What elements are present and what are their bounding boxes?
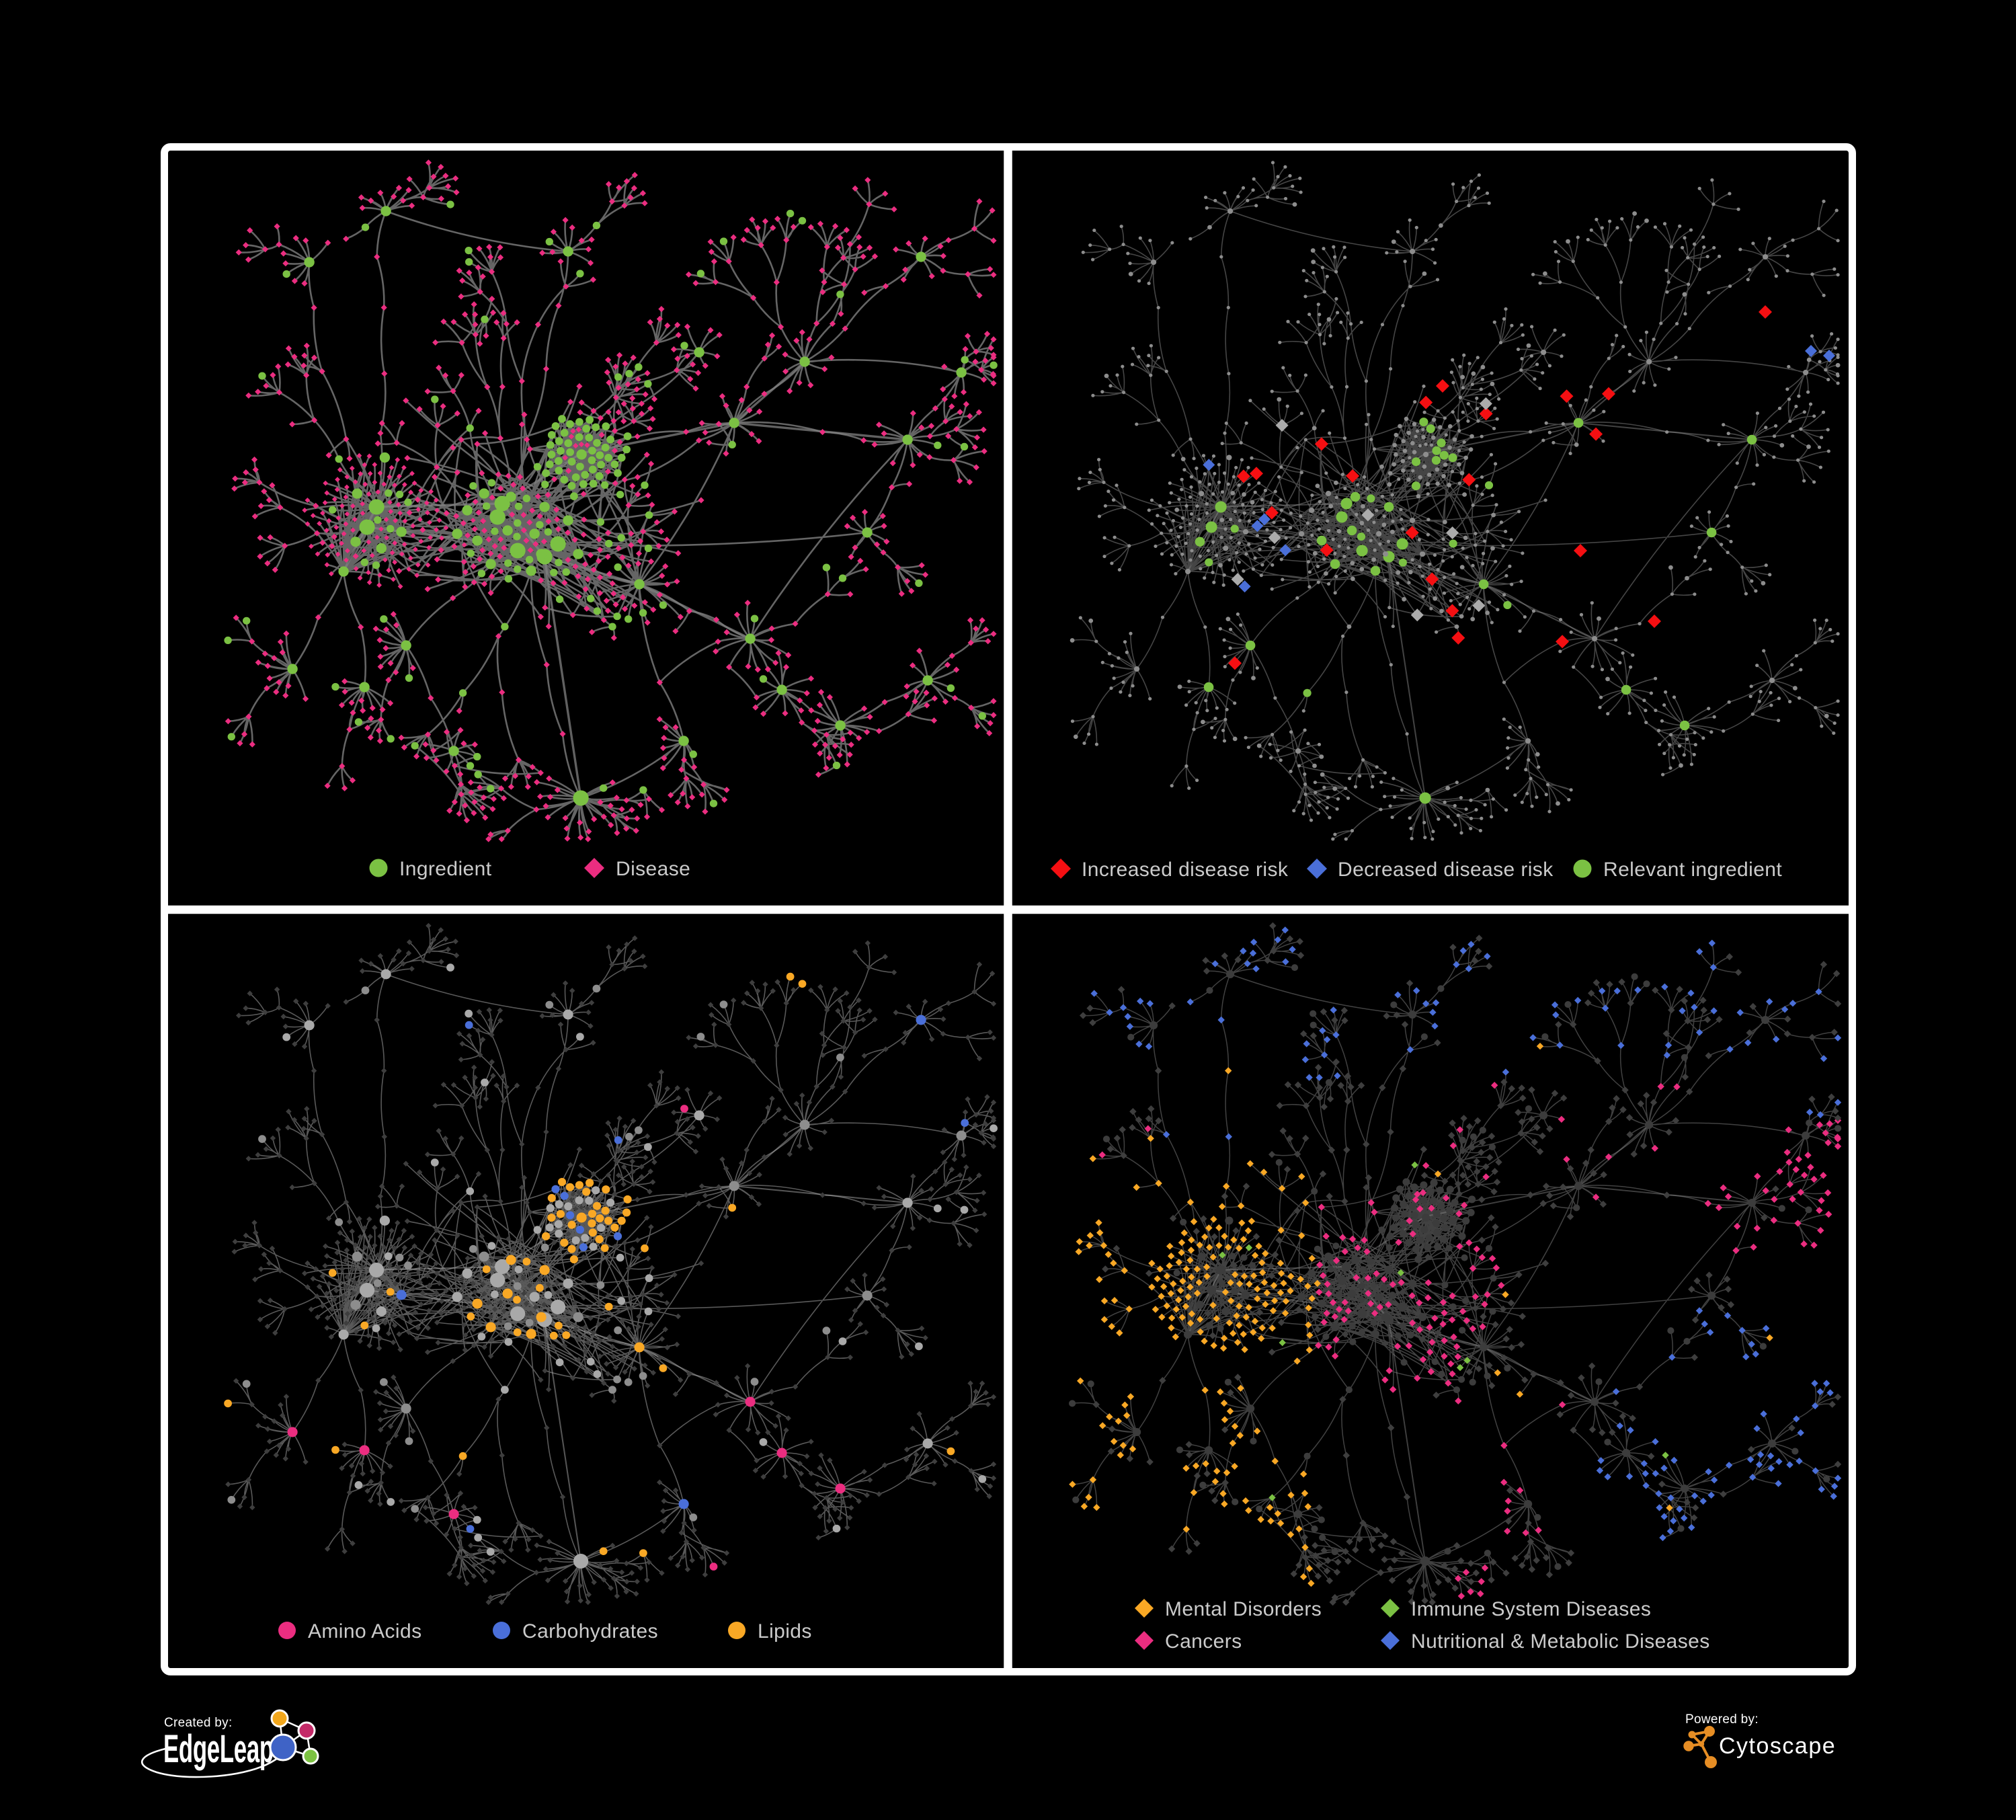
svg-text:Relevant ingredient: Relevant ingredient — [1603, 859, 1782, 881]
svg-text:Cytoscape: Cytoscape — [1719, 1733, 1836, 1759]
svg-text:Cancers: Cancers — [1165, 1630, 1242, 1653]
svg-text:Carbohydrates: Carbohydrates — [522, 1620, 658, 1643]
svg-text:Increased disease risk: Increased disease risk — [1082, 859, 1289, 881]
svg-text:Lipids: Lipids — [758, 1620, 812, 1643]
svg-text:Nutritional & Metabolic Diseas: Nutritional & Metabolic Diseases — [1411, 1630, 1710, 1653]
svg-text:Amino Acids: Amino Acids — [308, 1620, 421, 1643]
svg-text:Powered by:: Powered by: — [1685, 1712, 1759, 1727]
svg-text:Immune System Diseases: Immune System Diseases — [1411, 1598, 1651, 1620]
svg-text:Ingredient: Ingredient — [399, 858, 492, 880]
svg-text:Mental Disorders: Mental Disorders — [1165, 1598, 1322, 1620]
svg-text:Created by:: Created by: — [164, 1716, 233, 1730]
svg-text:Decreased disease risk: Decreased disease risk — [1338, 859, 1554, 881]
svg-text:EdgeLeap: EdgeLeap — [163, 1728, 274, 1771]
svg-text:Disease: Disease — [616, 858, 690, 880]
